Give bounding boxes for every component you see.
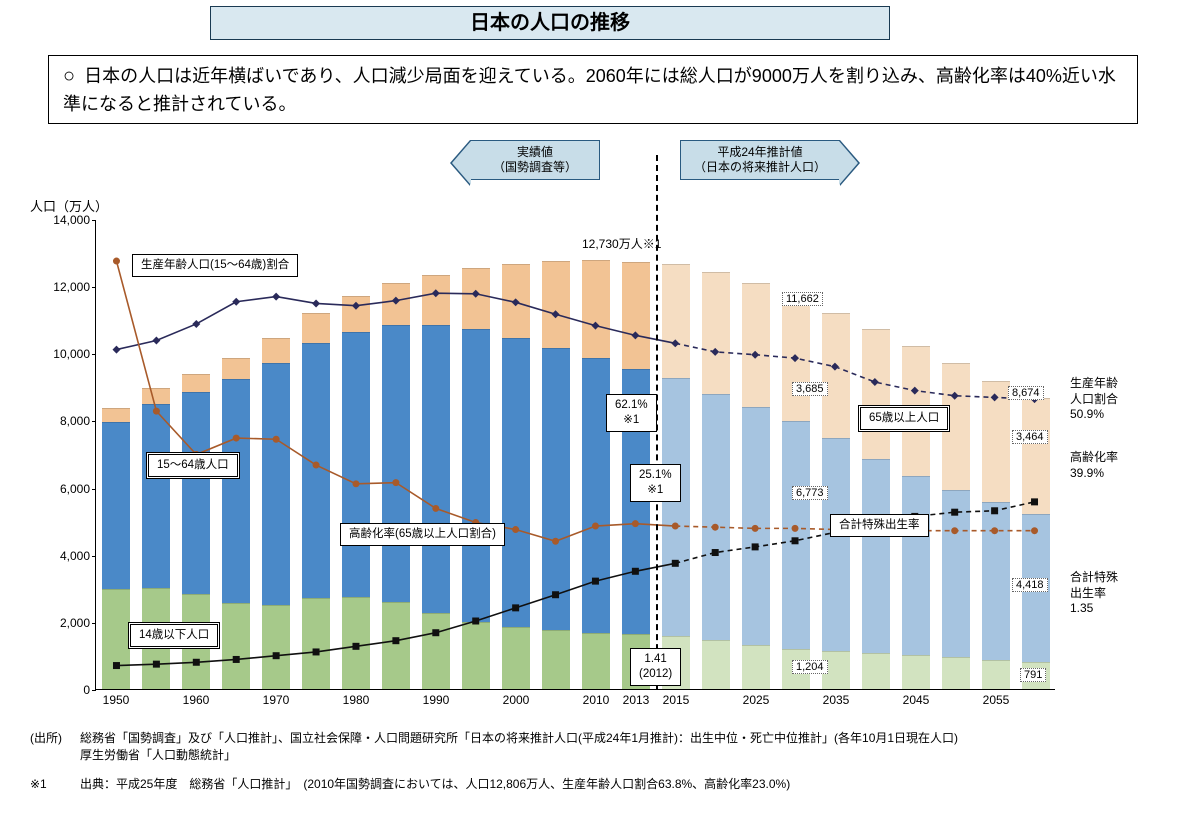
arrow-actual-l2: （国勢調査等） (493, 160, 577, 174)
bar-1965 (222, 358, 251, 689)
xtick: 1970 (263, 689, 290, 707)
ytick: 14,000 (53, 213, 96, 227)
footnote-note1-label: ※1 (30, 776, 47, 793)
label-3464: 3,464 (1012, 430, 1048, 444)
callout-aging-ratio: 高齢化率(65歳以上人口割合) (340, 523, 505, 546)
label-6773: 6,773 (792, 486, 828, 500)
xtick: 1980 (343, 689, 370, 707)
xtick: 2015 (663, 689, 690, 707)
bar-1990 (422, 275, 451, 689)
right-label-aging: 高齢化率 39.9% (1070, 450, 1118, 481)
ytick: 10,000 (53, 347, 96, 361)
xtick: 1990 (423, 689, 450, 707)
xtick: 2035 (823, 689, 850, 707)
ytick: 8,000 (60, 414, 96, 428)
footnote-source-label: (出所) (30, 730, 62, 747)
page-title: 日本の人口の推移 (210, 6, 890, 40)
summary-text: 日本の人口は近年横ばいであり、人口減少局面を迎えている。2060年には総人口が9… (63, 66, 1116, 114)
xtick: 2000 (503, 689, 530, 707)
ytick: 12,000 (53, 280, 96, 294)
arrow-proj-l1: 平成24年推計値 (717, 145, 802, 159)
xtick: 2013 (623, 689, 650, 707)
ytick: 2,000 (60, 616, 96, 630)
right-label-working: 生産年齢 人口割合 50.9% (1070, 376, 1118, 423)
bar-2000 (502, 264, 531, 689)
bar-2005 (542, 261, 571, 689)
arrow-projection: 平成24年推計値 （日本の将来推計人口） (680, 140, 840, 180)
bar-2040 (862, 329, 891, 689)
xtick: 1960 (183, 689, 210, 707)
label-4418: 4,418 (1012, 578, 1048, 592)
label-3685: 3,685 (792, 382, 828, 396)
right-label-tfr: 合計特殊 出生率 1.35 (1070, 570, 1118, 617)
footnote-source: 総務省「国勢調査」及び「人口推計」、国立社会保障・人口問題研究所「日本の将来推計… (80, 730, 1160, 764)
summary-box: ○ 日本の人口は近年横ばいであり、人口減少局面を迎えている。2060年には総人口… (48, 55, 1138, 124)
ytick: 4,000 (60, 549, 96, 563)
arrow-proj-l2: （日本の将来推計人口） (694, 160, 826, 174)
bar-2025 (742, 283, 771, 689)
footnote-note1: 出典：平成25年度 総務省「人口推計」 (2010年国勢調査においては、人口12… (80, 776, 1160, 793)
callout-25pct: 25.1% ※1 (630, 464, 681, 502)
arrow-actual: 実績値 （国勢調査等） (470, 140, 600, 180)
label-11662: 11,662 (782, 292, 823, 306)
bar-1950 (102, 408, 131, 689)
bar-2020 (702, 272, 731, 689)
bar-1970 (262, 338, 291, 689)
callout-15-64: 15～64歳人口 (146, 452, 240, 479)
bar-1975 (302, 313, 331, 689)
bar-2010 (582, 260, 611, 689)
callout-under14: 14歳以下人口 (128, 622, 220, 649)
bar-2035 (822, 313, 851, 689)
xtick: 2025 (743, 689, 770, 707)
xtick: 2055 (983, 689, 1010, 707)
callout-tfr2012: 1.41 (2012) (630, 648, 681, 686)
label-791: 791 (1020, 668, 1046, 682)
bullet-icon: ○ (63, 65, 75, 87)
bar-1995 (462, 268, 491, 689)
callout-over65: 65歳以上人口 (858, 405, 950, 432)
xtick: 2045 (903, 689, 930, 707)
xtick: 2010 (583, 689, 610, 707)
xtick: 1950 (103, 689, 130, 707)
label-8674: 8,674 (1008, 386, 1044, 400)
bar-2055 (982, 381, 1011, 690)
bar-1985 (382, 283, 411, 689)
ytick: 6,000 (60, 482, 96, 496)
callout-peak: 12,730万人※1 (574, 234, 669, 256)
label-1204: 1,204 (792, 660, 828, 674)
arrow-actual-l1: 実績値 (517, 145, 553, 159)
callout-62pct: 62.1% ※1 (606, 394, 657, 432)
callout-working-ratio: 生産年齢人口(15～64歳)割合 (132, 254, 298, 277)
bar-1980 (342, 296, 371, 689)
callout-tfr: 合計特殊出生率 (830, 514, 929, 537)
